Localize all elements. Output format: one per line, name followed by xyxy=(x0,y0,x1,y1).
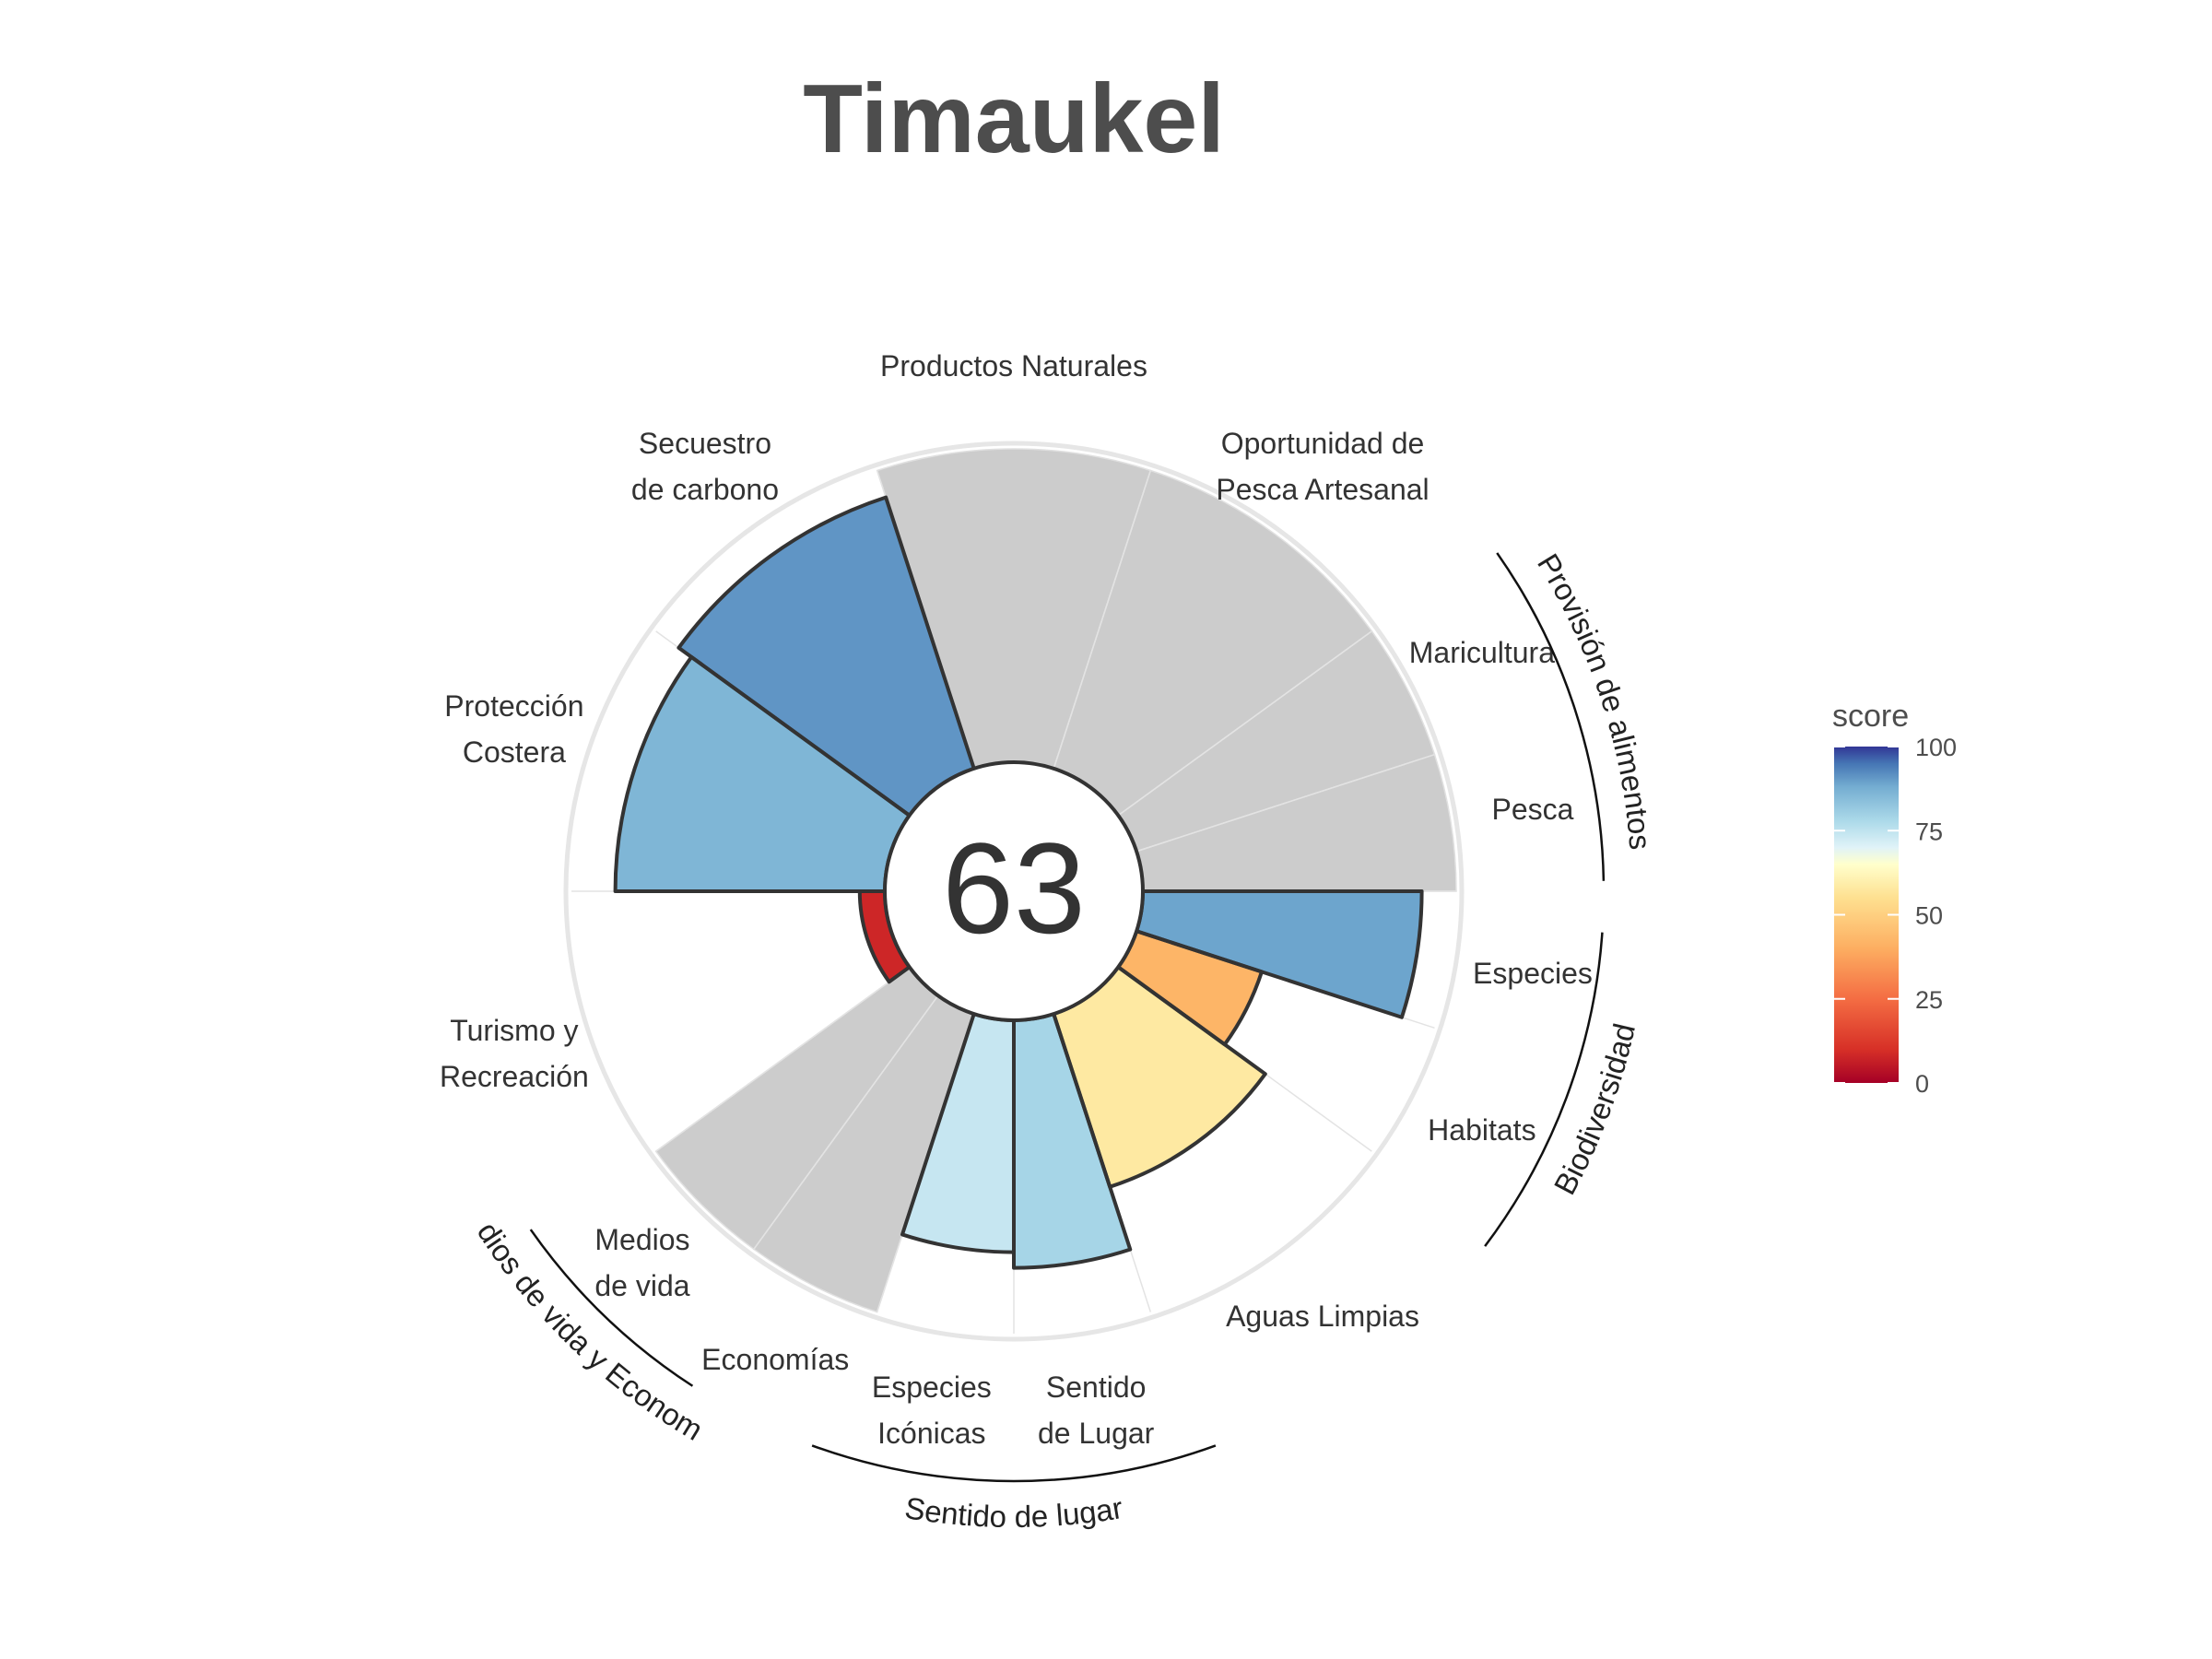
label-proteccion-costera: Protección Costera xyxy=(444,689,583,769)
legend-tick-label: 50 xyxy=(1915,902,1943,930)
spoke xyxy=(1135,753,1435,853)
label-oportunidad-de-pesca-artesanal: Oportunidad de Pesca Artesanal xyxy=(1216,427,1429,506)
petals xyxy=(571,448,1457,1334)
legend: score 0 25 50 75 100 xyxy=(1832,699,1957,1098)
label-secuestro-de-carbono: Secuestro de carbono xyxy=(631,427,779,506)
label-aguas-limpias: Aguas Limpias xyxy=(1226,1300,1419,1333)
group-arc-provision-de-alimentos xyxy=(1496,552,1606,881)
label-economias: Economías xyxy=(701,1343,849,1376)
group-label-sentido-de-lugar: Sentido de lugar xyxy=(902,1490,1125,1534)
label-habitats: Habitats xyxy=(1428,1113,1535,1147)
spoke xyxy=(1053,470,1152,770)
group-arc-sentido-de-lugar xyxy=(811,1444,1217,1483)
label-turismo-y-recreacion: Turismo y Recreación xyxy=(440,1014,589,1093)
label-maricultura: Maricultura xyxy=(1409,636,1555,669)
label-productos-naturales: Productos Naturales xyxy=(880,349,1147,382)
chart-title: Timaukel xyxy=(803,65,1225,173)
spoke xyxy=(655,966,911,1152)
spoke xyxy=(1117,630,1372,817)
legend-title: score xyxy=(1832,699,1909,734)
label-especies-iconicas: Especies Icónicas xyxy=(872,1371,992,1450)
center-value: 63 xyxy=(942,816,1086,960)
legend-tick-label: 25 xyxy=(1915,986,1943,1014)
label-pesca: Pesca xyxy=(1492,793,1574,826)
legend-tick-label: 100 xyxy=(1915,734,1957,761)
legend-tick-label: 75 xyxy=(1915,818,1943,845)
center-circle xyxy=(883,760,1145,1022)
petal-labels: Productos Naturales Oportunidad de Pesca A… xyxy=(440,349,1593,1450)
label-sentido-de-lugar: Sentido de Lugar xyxy=(1038,1371,1155,1450)
spoke xyxy=(753,994,939,1250)
legend-tick-label: 0 xyxy=(1915,1070,1929,1098)
center-score: 63 xyxy=(883,760,1145,1022)
group-arc-biodiversidad xyxy=(1484,932,1604,1247)
label-especies: Especies xyxy=(1473,957,1593,990)
label-medios-de-vida: Medios de vida xyxy=(594,1223,689,1302)
group-arc-medios-de-vida-y-economias xyxy=(529,1229,694,1387)
